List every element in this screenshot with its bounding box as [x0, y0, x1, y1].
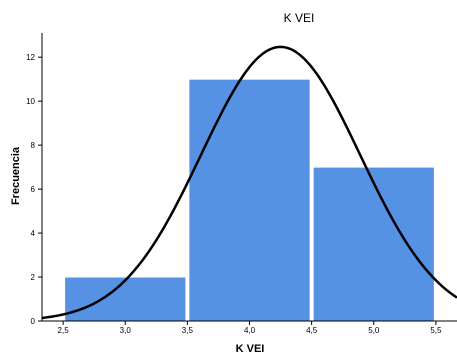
y-tick-label: 6 — [31, 185, 36, 194]
x-tick-label: 3,0 — [120, 326, 132, 335]
x-tick-label: 4,5 — [306, 326, 318, 335]
y-tick-label: 8 — [31, 141, 36, 150]
chart-title: K VEI — [284, 11, 315, 25]
y-tick-label: 4 — [31, 229, 36, 238]
normal-curve-line — [41, 45, 457, 320]
x-tick-label: 4,0 — [244, 326, 256, 335]
y-axis-label: Frecuencia — [10, 146, 22, 205]
histogram-bar-3 — [312, 166, 435, 322]
histogram-bar-2 — [188, 78, 311, 322]
y-tick-label: 12 — [26, 53, 35, 62]
y-tick-label: 10 — [26, 97, 35, 106]
y-tick-label: 0 — [31, 317, 36, 326]
histogram-bar-1 — [64, 276, 187, 322]
x-tick-label: 2,5 — [58, 326, 70, 335]
x-tick-label: 5,0 — [368, 326, 380, 335]
x-axis-label: K VEI — [236, 343, 265, 355]
x-tick-label: 5,5 — [430, 326, 442, 335]
x-tick-label: 3,5 — [182, 326, 194, 335]
y-tick-label: 2 — [31, 273, 36, 282]
plot-area: 0 2 4 6 8 10 12 2,5 3,0 3,5 4,0 4,5 5,0 5,5 — [26, 33, 457, 335]
